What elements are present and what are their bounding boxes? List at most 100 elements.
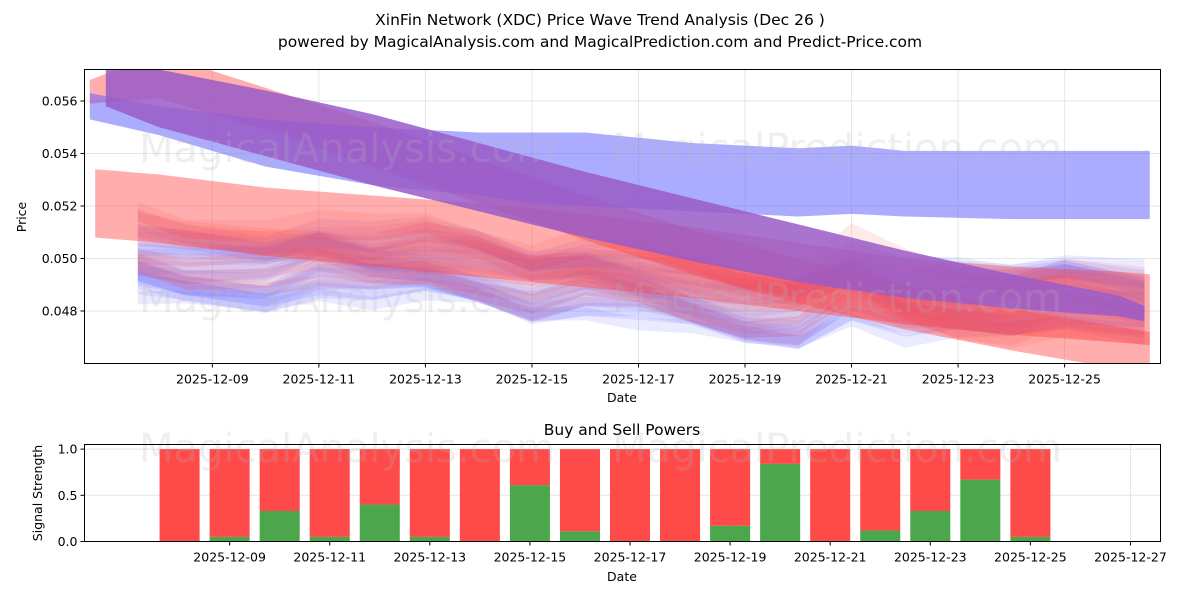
- buy-power-bar: [559, 531, 600, 542]
- signal-x-tick-label: 2025-12-23: [894, 550, 967, 565]
- price-y-tick-label: 0.056: [42, 94, 78, 109]
- chart-subtitle: powered by MagicalAnalysis.com and Magic…: [278, 33, 922, 51]
- signal-x-ticks: 2025-12-09 2025-12-11 2025-12-13 2025-12-15…: [193, 541, 1167, 565]
- short-term-wave-band: [137, 287, 1145, 349]
- short-term-wave-band: [137, 208, 1145, 298]
- price-x-tick-label: 2025-12-25: [1028, 372, 1101, 387]
- signal-y-label: Signal Strength: [30, 445, 45, 541]
- short-term-wave-band: [137, 248, 1145, 324]
- price-x-tick-label: 2025-12-11: [283, 372, 356, 387]
- buy-power-bar: [359, 504, 400, 542]
- short-term-wave-band: [137, 272, 1145, 349]
- signal-y-ticks: 0.0 0.5 1.0: [58, 442, 85, 549]
- sell-power-bar: [810, 449, 851, 542]
- buy-power-bar: [309, 536, 350, 542]
- signal-y-tick-label: 1.0: [58, 442, 78, 457]
- price-x-tick-label: 2025-12-09: [176, 372, 249, 387]
- price-x-tick-label: 2025-12-15: [496, 372, 569, 387]
- price-x-ticks: 2025-12-09 2025-12-11 2025-12-13 2025-12-15…: [176, 363, 1101, 387]
- long-term-wave-band: [95, 169, 1150, 346]
- sell-power-bar: [960, 449, 1001, 480]
- signal-x-tick-label: 2025-12-11: [293, 550, 366, 565]
- buy-power-bar: [910, 511, 951, 542]
- buy-power-bar: [409, 536, 450, 542]
- signal-y-tick-label: 0.5: [58, 488, 78, 503]
- sell-power-bar: [359, 449, 400, 505]
- watermark-analysis-mid: MagicalAnalysis.com: [139, 276, 555, 322]
- price-y-tick-label: 0.052: [42, 199, 78, 214]
- signal-x-tick-label: 2025-12-13: [393, 550, 466, 565]
- sell-power-bar: [660, 449, 701, 542]
- sell-power-bar: [259, 449, 300, 512]
- price-x-tick-label: 2025-12-13: [389, 372, 462, 387]
- price-x-tick-label: 2025-12-17: [602, 372, 675, 387]
- signal-x-tick-label: 2025-12-27: [1094, 550, 1167, 565]
- sell-power-bar: [509, 449, 550, 486]
- short-term-wave-band: [137, 227, 1145, 319]
- buy-power-bar: [760, 463, 801, 542]
- signal-x-tick-label: 2025-12-09: [193, 550, 266, 565]
- sell-power-bar: [609, 449, 651, 542]
- sell-power-bar: [409, 449, 450, 537]
- watermark-analysis-top: MagicalAnalysis.com: [139, 126, 555, 172]
- watermark-prediction-bottom: MagicalPrediction.com: [612, 426, 1062, 472]
- watermark-analysis-bottom: MagicalAnalysis.com: [139, 426, 555, 472]
- signal-y-tick-label: 0.0: [58, 534, 78, 549]
- short-term-wave-band: [137, 249, 1145, 339]
- price-watermarks: MagicalAnalysis.com MagicalPrediction.co…: [139, 126, 1062, 322]
- watermark-prediction-mid: MagicalPrediction.com: [612, 276, 1062, 322]
- signal-watermarks: MagicalAnalysis.com MagicalPrediction.co…: [139, 426, 1062, 472]
- short-term-wave-band: [137, 259, 1145, 349]
- price-x-tick-label: 2025-12-19: [709, 372, 782, 387]
- price-y-tick-label: 0.054: [42, 146, 78, 161]
- long-term-wave-band: [105, 69, 1145, 322]
- short-term-wave-band: [137, 258, 1145, 335]
- buy-power-bar: [960, 479, 1001, 542]
- sell-power-bar: [910, 449, 951, 512]
- short-term-wave-band: [137, 212, 1145, 317]
- buy-power-bar: [710, 525, 751, 542]
- short-term-wave-band: [137, 271, 1145, 350]
- chart-title: XinFin Network (XDC) Price Wave Trend An…: [375, 11, 825, 29]
- sell-power-bar: [1010, 449, 1051, 537]
- short-term-wave-band: [137, 210, 1145, 296]
- buy-power-bar: [509, 485, 550, 542]
- signal-x-tick-label: 2025-12-15: [494, 550, 567, 565]
- watermark-prediction-top: MagicalPrediction.com: [612, 126, 1062, 172]
- signal-bars: [159, 449, 1051, 542]
- price-y-tick-label: 0.050: [42, 251, 78, 266]
- signal-x-tick-label: 2025-12-21: [794, 550, 867, 565]
- sell-power-bar: [159, 449, 200, 542]
- signal-axes-frame: [84, 444, 1161, 542]
- signal-x-tick-label: 2025-12-25: [994, 550, 1067, 565]
- sell-power-bar: [559, 449, 600, 532]
- price-y-label: Price: [14, 201, 29, 232]
- price-bands-clip-group: [89, 69, 1150, 364]
- price-y-ticks: 0.048 0.050 0.052 0.054 0.056: [42, 94, 85, 319]
- buy-power-bar: [259, 511, 300, 542]
- short-term-wave-band: [137, 253, 1145, 346]
- sell-power-bar: [760, 449, 801, 464]
- short-term-wave-band: [137, 248, 1145, 327]
- buy-power-bar: [1010, 536, 1051, 542]
- price-y-tick-label: 0.048: [42, 304, 78, 319]
- short-term-wave-band: [137, 244, 1145, 339]
- short-term-wave-band: [137, 261, 1145, 346]
- signal-chart-title: Buy and Sell Powers: [544, 421, 701, 439]
- sell-power-bar: [860, 449, 901, 531]
- buy-power-bar: [209, 536, 250, 542]
- price-x-label: Date: [607, 390, 637, 405]
- price-axes-frame: [84, 69, 1161, 364]
- price-wave-bands: [89, 69, 1150, 364]
- short-term-wave-band: [137, 261, 1145, 346]
- sell-power-bar: [459, 449, 500, 542]
- signal-x-label: Date: [607, 569, 637, 584]
- sell-power-bar: [309, 449, 350, 537]
- signal-x-tick-label: 2025-12-17: [594, 550, 667, 565]
- price-x-tick-label: 2025-12-23: [922, 372, 995, 387]
- short-term-wave-band: [137, 237, 1145, 319]
- signal-x-tick-label: 2025-12-19: [694, 550, 767, 565]
- sell-power-bar: [710, 449, 751, 526]
